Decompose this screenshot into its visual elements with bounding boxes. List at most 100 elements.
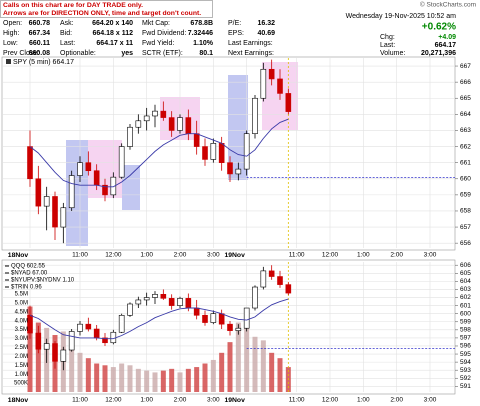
volume-bar	[94, 363, 100, 392]
candle-body	[135, 120, 142, 128]
candle-body	[218, 313, 225, 325]
quote-label: SCTR (ETF):	[142, 50, 183, 57]
x-tick-label: 19Nov	[224, 252, 245, 259]
volume-bar	[35, 322, 41, 392]
volume-tick-label: 1.0M	[15, 372, 28, 378]
y-tick-label: 596	[460, 343, 471, 350]
x-tick-label: 12:00	[322, 252, 339, 259]
highlight-box	[122, 165, 140, 210]
volume-bar	[185, 368, 191, 392]
volume-bar	[102, 365, 108, 392]
candle-body	[252, 286, 258, 309]
x-tick-label: 3:00	[207, 397, 220, 404]
volume-tick-label: 3.0M	[15, 336, 28, 342]
quote-value: 660.11	[29, 40, 50, 47]
volume-bar	[85, 358, 91, 392]
volume-bar	[27, 306, 33, 392]
series-label: SPY (5 min) 664.17	[13, 59, 74, 66]
candle-body	[202, 146, 208, 160]
candle-body	[118, 146, 125, 178]
x-tick-label: 11:00	[289, 252, 305, 259]
quote-label: Last Earnings:	[228, 40, 273, 47]
quote-value: +4.09	[438, 34, 456, 41]
x-tick-label: 11:00	[289, 397, 305, 404]
candle-body	[60, 207, 67, 228]
candle-body	[68, 331, 75, 351]
highlight-box	[228, 75, 248, 180]
volume-bar	[119, 363, 125, 392]
quote-label: Chg:	[380, 34, 395, 41]
plot-layer	[3, 58, 455, 248]
volume-bar	[219, 352, 225, 392]
candle-body	[227, 162, 233, 175]
candle-body	[110, 176, 117, 196]
candle-body	[143, 297, 150, 301]
candle-body	[93, 170, 100, 186]
candle-body	[127, 303, 133, 316]
quote-value: 20,271,396	[421, 50, 456, 57]
y-tick-label: 600	[460, 310, 471, 317]
x-tick-label: 3:00	[424, 252, 437, 259]
volume-bar	[244, 327, 250, 392]
notice-line: Arrows are for DIRECTION ONLY, time and …	[3, 10, 201, 17]
candle-body	[77, 162, 83, 176]
quote-label: Open:	[3, 20, 22, 27]
volume-tick-label: 5.0M	[15, 301, 28, 307]
y-tick-label: 667	[460, 63, 471, 70]
y-tick-label: 603	[460, 286, 471, 293]
volume-bar	[194, 367, 200, 392]
x-tick-label: 11:00	[72, 397, 88, 404]
y-tick-label: 661	[460, 159, 471, 166]
y-tick-label: 604	[460, 278, 471, 285]
candle-body	[152, 293, 158, 298]
quote-value: yes	[121, 50, 133, 57]
candle-body	[60, 349, 67, 362]
plot-layer	[3, 262, 455, 392]
y-tick-label: 665	[460, 95, 471, 102]
quote-value: 664.20 x 140	[92, 20, 133, 27]
volume-bar	[77, 352, 83, 392]
volume-bar	[144, 370, 150, 392]
candle-body	[268, 68, 275, 80]
moving-average	[29, 298, 289, 340]
datetime: Wednesday 19-Nov-2025 10:52 am	[346, 13, 457, 20]
volume-bar	[210, 359, 216, 392]
quote-label: Fwd Dividend:	[142, 30, 186, 37]
y-tick-label: 657	[460, 224, 471, 231]
candle-body	[143, 115, 150, 122]
x-tick-label: 12:00	[105, 397, 122, 404]
candle-body	[185, 298, 192, 309]
candle-body	[168, 298, 175, 306]
quote-value: 660.08	[29, 50, 51, 57]
quote-value: 7.32446	[188, 30, 213, 37]
y-tick-label: 591	[460, 383, 471, 390]
copyright: © StockCharts.com	[420, 1, 476, 9]
quote-label: Low:	[3, 40, 18, 47]
volume-tick-label: 2.0M	[15, 354, 28, 360]
y-tick-label: 664	[460, 111, 471, 118]
quote-label: EPS:	[228, 30, 244, 37]
x-tick-label: 2:00	[390, 397, 403, 404]
y-tick-label: 601	[460, 302, 471, 309]
candle-body	[277, 276, 283, 285]
candle-body	[52, 343, 58, 362]
candle-body	[52, 196, 58, 228]
volume-bar	[260, 340, 266, 392]
y-tick-label: 594	[460, 359, 471, 366]
quote-label: Ask:	[60, 20, 74, 27]
x-tick-label: 2:00	[390, 252, 403, 259]
notice-box	[0, 0, 213, 18]
candle-body	[243, 307, 250, 329]
volume-tick-label: 1.5M	[15, 363, 28, 369]
x-tick-label: 1:00	[357, 252, 370, 259]
candle-body	[218, 143, 225, 163]
x-tick-label: 2:00	[174, 397, 187, 404]
volume-bar	[69, 345, 75, 392]
candle-body	[177, 117, 183, 131]
candle-body	[277, 78, 283, 94]
candle-body	[118, 314, 125, 333]
candle-body	[102, 184, 108, 196]
candle-body	[202, 314, 208, 323]
candle-body	[77, 323, 83, 332]
x-tick-label: 3:00	[207, 252, 220, 259]
